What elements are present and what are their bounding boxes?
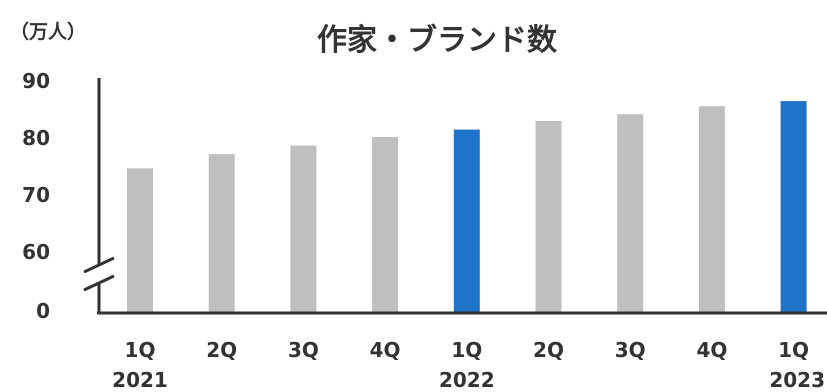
x-tick-label-year: 2022 <box>439 368 495 392</box>
y-tick-label-60: 60 <box>22 240 50 264</box>
x-tick-label-year: 2021 <box>112 368 168 392</box>
bar-4 <box>372 137 399 313</box>
bar-3 <box>290 145 317 313</box>
x-tick-label-quarter: 1Q <box>778 338 809 362</box>
bar-5 <box>453 129 480 313</box>
x-tick-label-quarter: 3Q <box>288 338 319 362</box>
x-tick-label-quarter: 3Q <box>615 338 646 362</box>
bar-6 <box>535 121 562 313</box>
bar-1 <box>127 168 153 313</box>
bar-2 <box>208 154 235 313</box>
y-tick-label-80: 80 <box>22 126 50 150</box>
bar-7 <box>617 114 644 313</box>
axis-break-mark <box>83 256 115 292</box>
y-tick-label-90: 90 <box>22 69 50 93</box>
x-tick-label-quarter: 2Q <box>533 338 564 362</box>
x-tick-label-quarter: 1Q <box>125 338 156 362</box>
bar-9 <box>780 101 807 313</box>
x-tick-label-quarter: 4Q <box>696 338 727 362</box>
x-tick-label-quarter: 4Q <box>370 338 401 362</box>
x-tick-label-year: 2023 <box>769 368 825 392</box>
x-tick-label-quarter: 1Q <box>451 338 482 362</box>
y-tick-label-70: 70 <box>22 183 50 207</box>
bar-8 <box>698 106 725 313</box>
bars-group <box>127 101 807 313</box>
x-labels-group: 1Q 2021 2Q 3Q 4Q 1Q 2022 2Q 3Q 4Q 1Q 2023 <box>112 338 825 392</box>
chart-title: 作家・ブランド数 <box>317 23 558 58</box>
x-tick-label-quarter: 2Q <box>206 338 237 362</box>
y-axis-unit-label: （万人） <box>10 20 86 43</box>
y-tick-label-0: 0 <box>36 299 50 323</box>
